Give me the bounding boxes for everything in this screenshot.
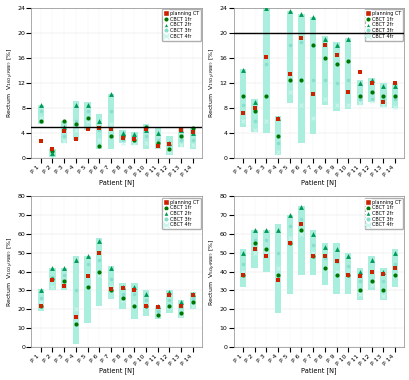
Bar xyxy=(391,83,397,108)
Bar xyxy=(49,149,56,157)
Bar xyxy=(61,121,67,142)
Legend: planning CT, CBCT 1fr, CBCT 2fr, CBCT 3fr, CBCT 4fr: planning CT, CBCT 1fr, CBCT 2fr, CBCT 3f… xyxy=(364,9,402,41)
Bar xyxy=(368,256,374,290)
Bar xyxy=(72,256,79,344)
Bar xyxy=(61,268,67,290)
Bar xyxy=(368,78,374,102)
Bar xyxy=(108,93,114,149)
X-axis label: Patient [N]: Patient [N] xyxy=(301,368,336,374)
Bar xyxy=(333,42,339,111)
Legend: planning CT, CBCT 1fr, CBCT 2fr, CBCT 3fr, CBCT 4fr: planning CT, CBCT 1fr, CBCT 2fr, CBCT 3f… xyxy=(364,198,402,230)
Bar xyxy=(297,206,304,276)
Bar xyxy=(96,114,102,149)
Bar xyxy=(84,256,90,323)
Bar xyxy=(321,36,327,105)
Bar xyxy=(166,290,172,313)
Bar xyxy=(178,300,184,318)
Bar xyxy=(119,283,126,309)
Bar xyxy=(286,11,292,103)
Bar xyxy=(333,243,339,294)
Bar xyxy=(189,127,196,149)
Bar xyxy=(309,17,316,135)
Bar xyxy=(391,249,397,287)
Bar xyxy=(72,101,79,139)
Bar xyxy=(251,230,257,268)
Bar xyxy=(274,116,281,155)
Bar xyxy=(379,83,386,107)
Bar xyxy=(189,292,196,309)
Legend: planning CT, CBCT 1fr, CBCT 2fr, CBCT 3fr, CBCT 4fr: planning CT, CBCT 1fr, CBCT 2fr, CBCT 3f… xyxy=(162,198,200,230)
Bar xyxy=(344,253,351,294)
X-axis label: Patient [N]: Patient [N] xyxy=(99,179,134,186)
Bar xyxy=(297,14,304,143)
Bar xyxy=(166,136,172,155)
X-axis label: Patient [N]: Patient [N] xyxy=(301,179,336,186)
Bar xyxy=(131,132,137,144)
Bar xyxy=(38,288,44,311)
Bar xyxy=(84,102,90,130)
Y-axis label: Rectum  V$_{15Gy(RBE)}$ [%]: Rectum V$_{15Gy(RBE)}$ [%] xyxy=(207,48,218,118)
Legend: planning CT, CBCT 1fr, CBCT 2fr, CBCT 3fr, CBCT 4fr: planning CT, CBCT 1fr, CBCT 2fr, CBCT 3f… xyxy=(162,9,200,41)
Y-axis label: Rectum  V$_{16Gy(RBE)}$ [%]: Rectum V$_{16Gy(RBE)}$ [%] xyxy=(6,48,16,118)
Bar xyxy=(131,283,137,319)
Bar xyxy=(119,130,126,142)
Bar xyxy=(309,230,316,276)
Bar xyxy=(142,124,149,149)
Bar xyxy=(154,306,161,319)
Bar xyxy=(96,238,102,306)
X-axis label: Patient [N]: Patient [N] xyxy=(99,368,134,374)
Bar xyxy=(344,38,351,109)
Bar xyxy=(38,105,44,124)
Bar xyxy=(251,99,257,132)
Bar xyxy=(321,243,327,285)
Bar xyxy=(379,268,386,300)
Bar xyxy=(356,80,362,105)
Bar xyxy=(263,230,269,272)
Bar xyxy=(49,268,56,290)
Bar xyxy=(239,69,245,127)
Bar xyxy=(286,215,292,294)
Y-axis label: Rectum  V$_{10Gy(RBE)}$ [%]: Rectum V$_{10Gy(RBE)}$ [%] xyxy=(6,236,16,307)
Bar xyxy=(239,249,245,287)
Y-axis label: Rectum  V$_{5Gy(RBE)}$ [%]: Rectum V$_{5Gy(RBE)}$ [%] xyxy=(207,238,218,306)
Bar xyxy=(142,290,149,316)
Bar xyxy=(108,266,114,299)
Bar xyxy=(263,8,269,133)
Bar xyxy=(154,128,161,149)
Bar xyxy=(178,128,184,147)
Bar xyxy=(274,225,281,313)
Bar xyxy=(356,268,362,300)
